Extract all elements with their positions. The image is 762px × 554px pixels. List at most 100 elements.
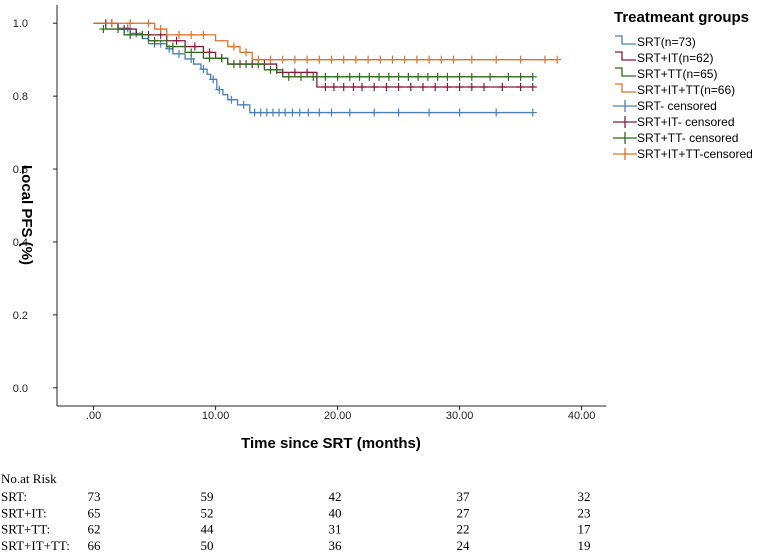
risk-row-label: SRT: [1,489,27,504]
risk-table: No.at Risk SRT: 73 59 42 37 32 SRT+IT: 65 52 40 27… [1,471,591,553]
y-tick-label: 0.6 [13,164,28,176]
censor-mark-srt-tt [467,72,476,81]
risk-cell: 32 [578,489,591,504]
censor-mark-srt-tt [433,72,442,81]
censor-mark-srt-it-tt [516,55,525,64]
censor-mark-srt-tt [114,25,122,34]
risk-cell: 62 [88,522,101,537]
legend-swatch-srt-it-tt-n-66 [615,83,636,93]
legend-swatch-srt-it-n-62 [615,51,636,61]
censor-mark-srt-tt [414,72,423,81]
risk-table-header: No.at Risk [1,471,57,486]
risk-cell: 19 [578,538,591,553]
risk-cell: 23 [578,505,591,520]
x-axis-title: Time since SRT (months) [241,435,421,452]
censor-mark-srt-tt [205,54,214,63]
legend: Treatmeant groups SRT(n=73) SRT+IT(n=62) S… [613,9,753,161]
risk-cell: 44 [201,522,215,537]
censor-mark-srt-it-tt [376,55,385,64]
censor-mark-srt-it-tt [303,55,312,64]
censor-mark-srt-it [339,83,348,92]
legend-swatch-srt-tt-n-65 [615,67,636,77]
censor-mark-srt-tt [355,72,364,81]
censor-mark-srt-it [190,42,199,51]
risk-cell: 59 [201,489,214,504]
censor-mark-srt [528,108,537,117]
censor-mark-srt-tt [297,72,305,81]
censor-mark-srt-it-tt [449,55,458,64]
censor-mark-srt-it [358,83,366,92]
risk-cell: 37 [457,489,471,504]
censor-mark-srt-it [455,83,464,92]
plot-area [56,5,606,407]
y-tick-label: 0.0 [13,383,28,395]
censor-mark-srt-it-tt [425,55,434,64]
censor-mark-srt [281,108,290,117]
risk-cell: 52 [201,505,214,520]
censor-mark-srt-it-tt [290,55,299,64]
censor-mark-srt-it [419,83,427,92]
censor-mark-srt-tt [443,72,452,81]
censor-mark-srt-it-tt [187,30,196,39]
risk-cell: 40 [329,505,342,520]
censor-mark-srt-it [382,83,391,92]
censor-mark-srt-it-tt [242,48,251,57]
censor-mark-srt-tt [333,72,342,81]
censor-mark-srt-it-tt [107,19,116,28]
risk-row-label: SRT+IT: [1,505,47,520]
risk-row-label: SRT+IT+TT: [1,538,70,553]
censor-mark-srt-it-tt [467,55,476,64]
censor-mark-srt-it-tt [400,55,409,64]
censor-mark-srt [492,108,501,117]
censor-mark-srt-it-tt [156,25,165,34]
censor-mark-srt-it [406,83,415,92]
censor-mark-srt [315,108,324,117]
risk-cell: 24 [457,538,471,553]
legend-label: SRT+IT+TT(n=66) [637,83,735,97]
y-tick-label: 0.2 [13,310,28,322]
legend-label: SRT+TT(n=65) [637,67,717,81]
censor-mark-srt-it-tt [351,55,360,64]
x-tick-label: 10.00 [202,410,230,422]
censor-mark-srt-it-tt [266,55,275,64]
censor-mark-srt-it-tt [254,55,263,64]
x-axis-ticks: .00 10.00 20.00 30.00 40.00 [86,406,595,422]
risk-cell: 65 [88,505,101,520]
risk-cell: 36 [329,538,343,553]
risk-cell: 17 [578,522,592,537]
censor-mark-srt-tt [309,72,318,81]
censor-mark-srt-it [349,83,358,92]
x-tick-label: .00 [86,410,101,422]
risk-row-label: SRT+TT: [1,522,50,537]
censor-mark-srt-tt [455,72,464,81]
risk-cell: 27 [457,505,471,520]
censor-mark-srt-tt [384,72,393,81]
censor-mark-srt-tt [272,65,281,74]
x-tick-label: 30.00 [446,410,474,422]
series-line-srt-tt [93,22,533,78]
censor-mark-srt-it-tt [327,55,336,64]
censor-mark-srt-tt [504,72,513,81]
censor-mark-srt-it [480,83,488,92]
censor-mark-srt-it-tt [541,55,549,64]
censor-mark-srt-tt [229,60,238,69]
censor-mark-srt-it-tt [175,30,183,39]
censor-mark-srt-it-tt [126,19,135,28]
censor-mark-srt-tt [365,72,374,81]
legend-label: SRT+IT+TT-censored [637,147,753,161]
risk-cell: 73 [88,489,101,504]
censor-mark-srt-it-tt [144,19,153,28]
censor-mark-srt-tt [99,25,108,34]
legend-label: SRT+IT(n=62) [637,51,713,65]
censor-mark-srt [370,108,379,117]
censor-mark-srt [288,108,297,117]
censor-mark-srt-tt [321,72,330,81]
censor-mark-srt [295,108,304,117]
censor-mark-srt [304,108,313,117]
censor-mark-srt-it [290,68,299,77]
series-layer [93,19,562,117]
censor-mark-srt [175,49,183,58]
censor-mark-srt [425,108,434,117]
censor-mark-srt-it-tt [339,55,348,64]
